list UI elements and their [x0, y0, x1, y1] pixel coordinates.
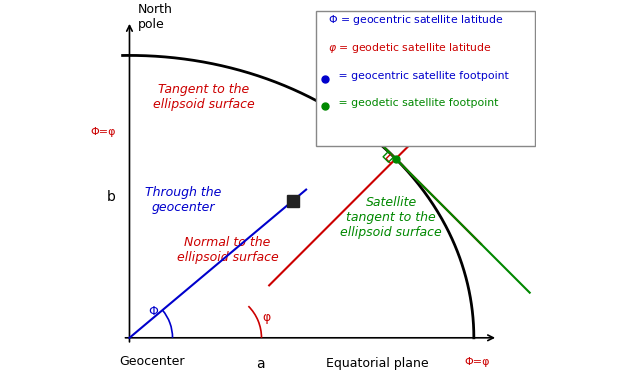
Text: φ: φ: [262, 311, 270, 324]
Text: Normal to the
ellipsoid surface: Normal to the ellipsoid surface: [177, 236, 278, 264]
Text: Equatorial plane: Equatorial plane: [326, 357, 429, 370]
Text: North
pole: North pole: [138, 3, 173, 31]
Text: $\Phi$ = geocentric satellite latitude: $\Phi$ = geocentric satellite latitude: [328, 13, 504, 27]
Text: Geocenter: Geocenter: [119, 355, 185, 368]
Text: Tangent to the
ellipsoid surface: Tangent to the ellipsoid surface: [153, 83, 255, 111]
Text: = geocentric satellite footpoint: = geocentric satellite footpoint: [328, 71, 509, 80]
Text: Φ=φ: Φ=φ: [464, 357, 490, 367]
Text: Satellite
tangent to the
ellipsoid surface: Satellite tangent to the ellipsoid surfa…: [340, 196, 442, 239]
Text: a: a: [256, 357, 265, 371]
Text: b: b: [107, 190, 115, 204]
Text: $\varphi$ = geodetic satellite latitude: $\varphi$ = geodetic satellite latitude: [328, 41, 492, 55]
Text: Through the
geocenter: Through the geocenter: [145, 186, 221, 214]
Text: Φ: Φ: [148, 305, 158, 318]
Text: Φ=φ: Φ=φ: [90, 127, 115, 137]
Text: = geodetic satellite footpoint: = geodetic satellite footpoint: [328, 98, 499, 108]
FancyBboxPatch shape: [316, 11, 535, 146]
